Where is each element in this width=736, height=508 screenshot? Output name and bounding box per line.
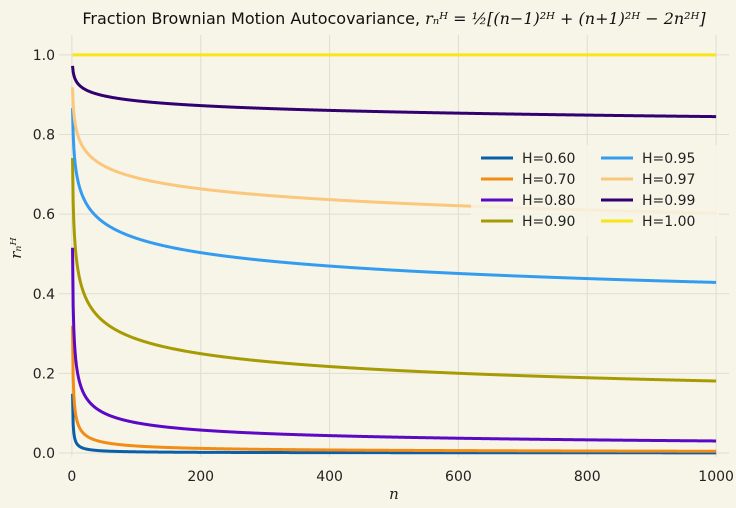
series-line-h-0-90 (71, 157, 717, 383)
legend-label: H=0.97 (642, 172, 695, 188)
series-line-h-0-95 (71, 108, 717, 284)
x-axis-ticks: 0 200 400 600 800 1000 (67, 469, 734, 485)
chart-title: Fraction Brownian Motion Autocovariance,… (82, 9, 706, 28)
series-line-h-0-80 (71, 247, 717, 443)
legend: H=0.60 H=0.70 H=0.80 H=0.90 H=0.95 H=0.97 H=0.… (471, 145, 719, 236)
series-lines (71, 53, 717, 455)
legend-label: H=0.90 (522, 214, 575, 230)
legend-label: H=0.80 (522, 193, 575, 209)
x-tick-label: 800 (574, 469, 601, 485)
chart-title-prefix: Fraction Brownian Motion Autocovariance, (82, 9, 425, 28)
legend-label: H=1.00 (642, 214, 695, 230)
y-tick-label: 0.0 (33, 446, 55, 462)
y-tick-label: 0.8 (33, 128, 55, 144)
chart-title-formula: rₙᴴ = ½[(n−1)²ᴴ + (n+1)²ᴴ − 2n²ᴴ] (425, 9, 706, 28)
series-line-h-0-60 (71, 393, 717, 455)
x-tick-label: 1000 (698, 469, 734, 485)
series-line-h-0-99 (71, 65, 717, 119)
y-axis-label: rₙᴴ (7, 237, 25, 259)
legend-label: H=0.60 (522, 151, 575, 167)
legend-label: H=0.95 (642, 151, 695, 167)
y-tick-label: 0.4 (33, 287, 55, 303)
legend-label: H=0.99 (642, 193, 695, 209)
y-tick-label: 0.2 (33, 366, 55, 382)
y-tick-label: 1.0 (33, 48, 55, 64)
y-axis-ticks: 0.0 0.2 0.4 0.6 0.8 1.0 (33, 48, 55, 462)
x-tick-label: 200 (187, 469, 214, 485)
x-tick-label: 600 (445, 469, 472, 485)
series-line-h-0-70 (71, 325, 717, 453)
legend-label: H=0.70 (522, 172, 575, 188)
y-tick-label: 0.6 (33, 207, 55, 223)
x-axis-label: n (389, 485, 399, 503)
x-tick-label: 400 (316, 469, 343, 485)
x-tick-label: 0 (67, 469, 76, 485)
